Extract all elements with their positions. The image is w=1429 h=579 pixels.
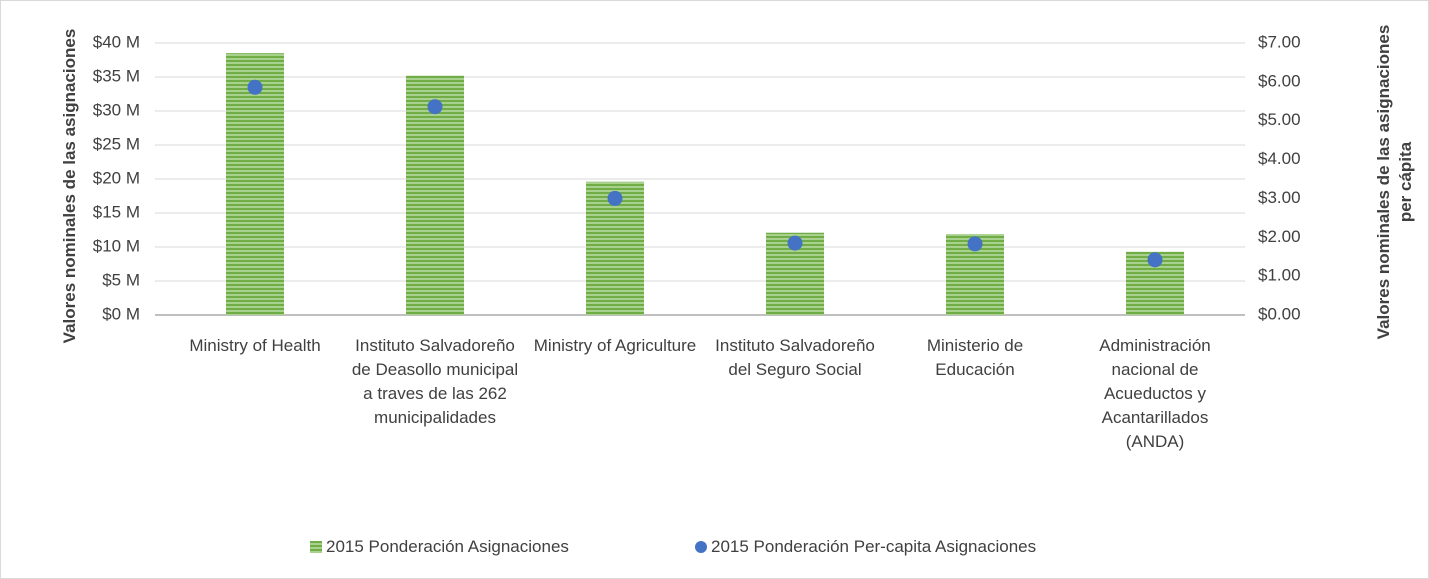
dot: [1147, 252, 1163, 268]
y2-tick-label: $3.00: [1258, 188, 1301, 207]
legend-swatch: [310, 541, 322, 553]
legend-item: 2015 Ponderación Asignaciones: [310, 537, 569, 557]
y-tick-label: $10 M: [93, 236, 140, 255]
dot: [607, 190, 623, 206]
y2-axis-title: Valores nominales de las asignaciones pe…: [1374, 24, 1415, 340]
y-tick-label: $40 M: [93, 32, 140, 51]
x-tick-label: Instituto Salvadoreño del Seguro Social: [715, 336, 875, 379]
x-tick-label: Instituto Salvadoreño de Deasollo munici…: [351, 336, 519, 427]
y-tick-label: $35 M: [93, 66, 140, 85]
x-tick-label: Ministry of Health: [189, 336, 321, 355]
y-tick-label: $25 M: [93, 134, 140, 153]
dot: [247, 79, 263, 95]
y-axis-title: Valores nominales de las asignaciones: [60, 28, 79, 344]
y-tick-label: $30 M: [93, 100, 140, 119]
x-tick-label: Administración nacional de Acueductos y …: [1099, 336, 1211, 451]
bar: [226, 53, 284, 315]
dot: [427, 99, 443, 115]
legend-label: 2015 Ponderación Asignaciones: [326, 537, 569, 556]
y2-tick-label: $2.00: [1258, 227, 1301, 246]
y2-tick-label: $1.00: [1258, 266, 1301, 285]
y2-tick-label: $7.00: [1258, 32, 1301, 51]
y2-tick-label: $5.00: [1258, 110, 1301, 129]
y-tick-label: $15 M: [93, 202, 140, 221]
bar: [406, 75, 464, 315]
dot: [787, 235, 803, 251]
y2-tick-label: $6.00: [1258, 71, 1301, 90]
y-tick-label: $20 M: [93, 168, 140, 187]
y2-tick-label: $4.00: [1258, 149, 1301, 168]
legend-label: 2015 Ponderación Per-capita Asignaciones: [711, 537, 1037, 556]
dot: [967, 236, 983, 252]
x-tick-label: Ministerio de Educación: [926, 336, 1024, 379]
legend-item: 2015 Ponderación Per-capita Asignaciones: [695, 537, 1036, 557]
y2-tick-label: $0.00: [1258, 304, 1301, 323]
x-tick-label: Ministry of Agriculture: [533, 336, 697, 355]
y-tick-label: $0 M: [102, 304, 140, 323]
y-tick-label: $5 M: [102, 270, 140, 289]
legend-swatch: [695, 541, 707, 553]
